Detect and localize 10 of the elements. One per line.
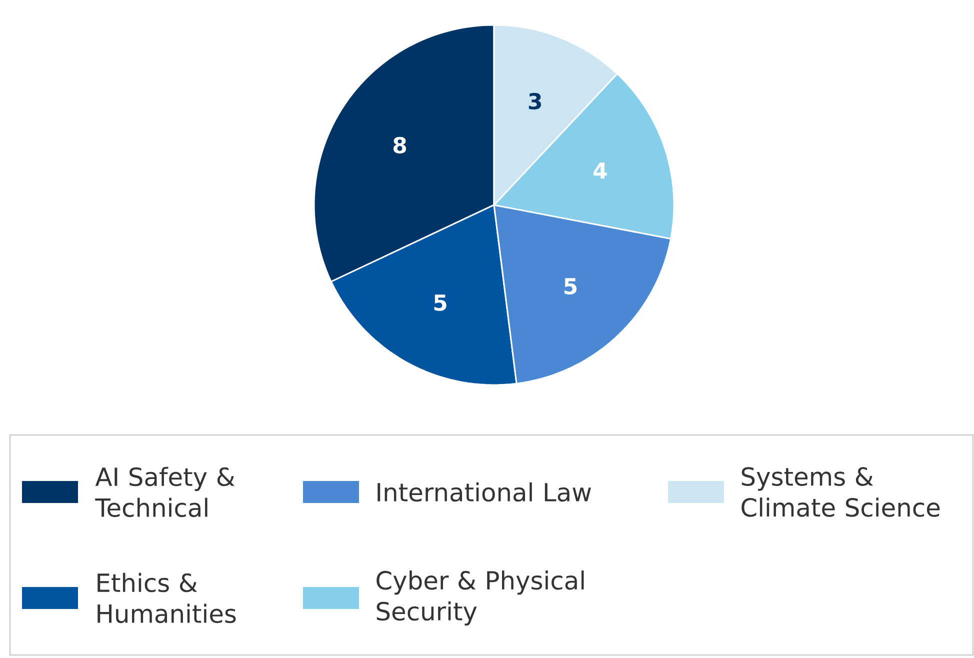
legend-label: Cyber & Physical Security: [376, 570, 584, 626]
data-label: 5: [434, 294, 446, 311]
data-label: 4: [594, 162, 607, 178]
legend-label: Ethics & Humanities: [98, 572, 236, 624]
legend-label: International Law: [378, 482, 591, 502]
legend-label: Systems & Climate Science: [742, 467, 940, 517]
data-label: 8: [394, 136, 406, 154]
legend-label: AI Safety & Technical: [95, 466, 235, 518]
data-label: 3: [528, 92, 541, 110]
data-label: 5: [564, 278, 577, 294]
